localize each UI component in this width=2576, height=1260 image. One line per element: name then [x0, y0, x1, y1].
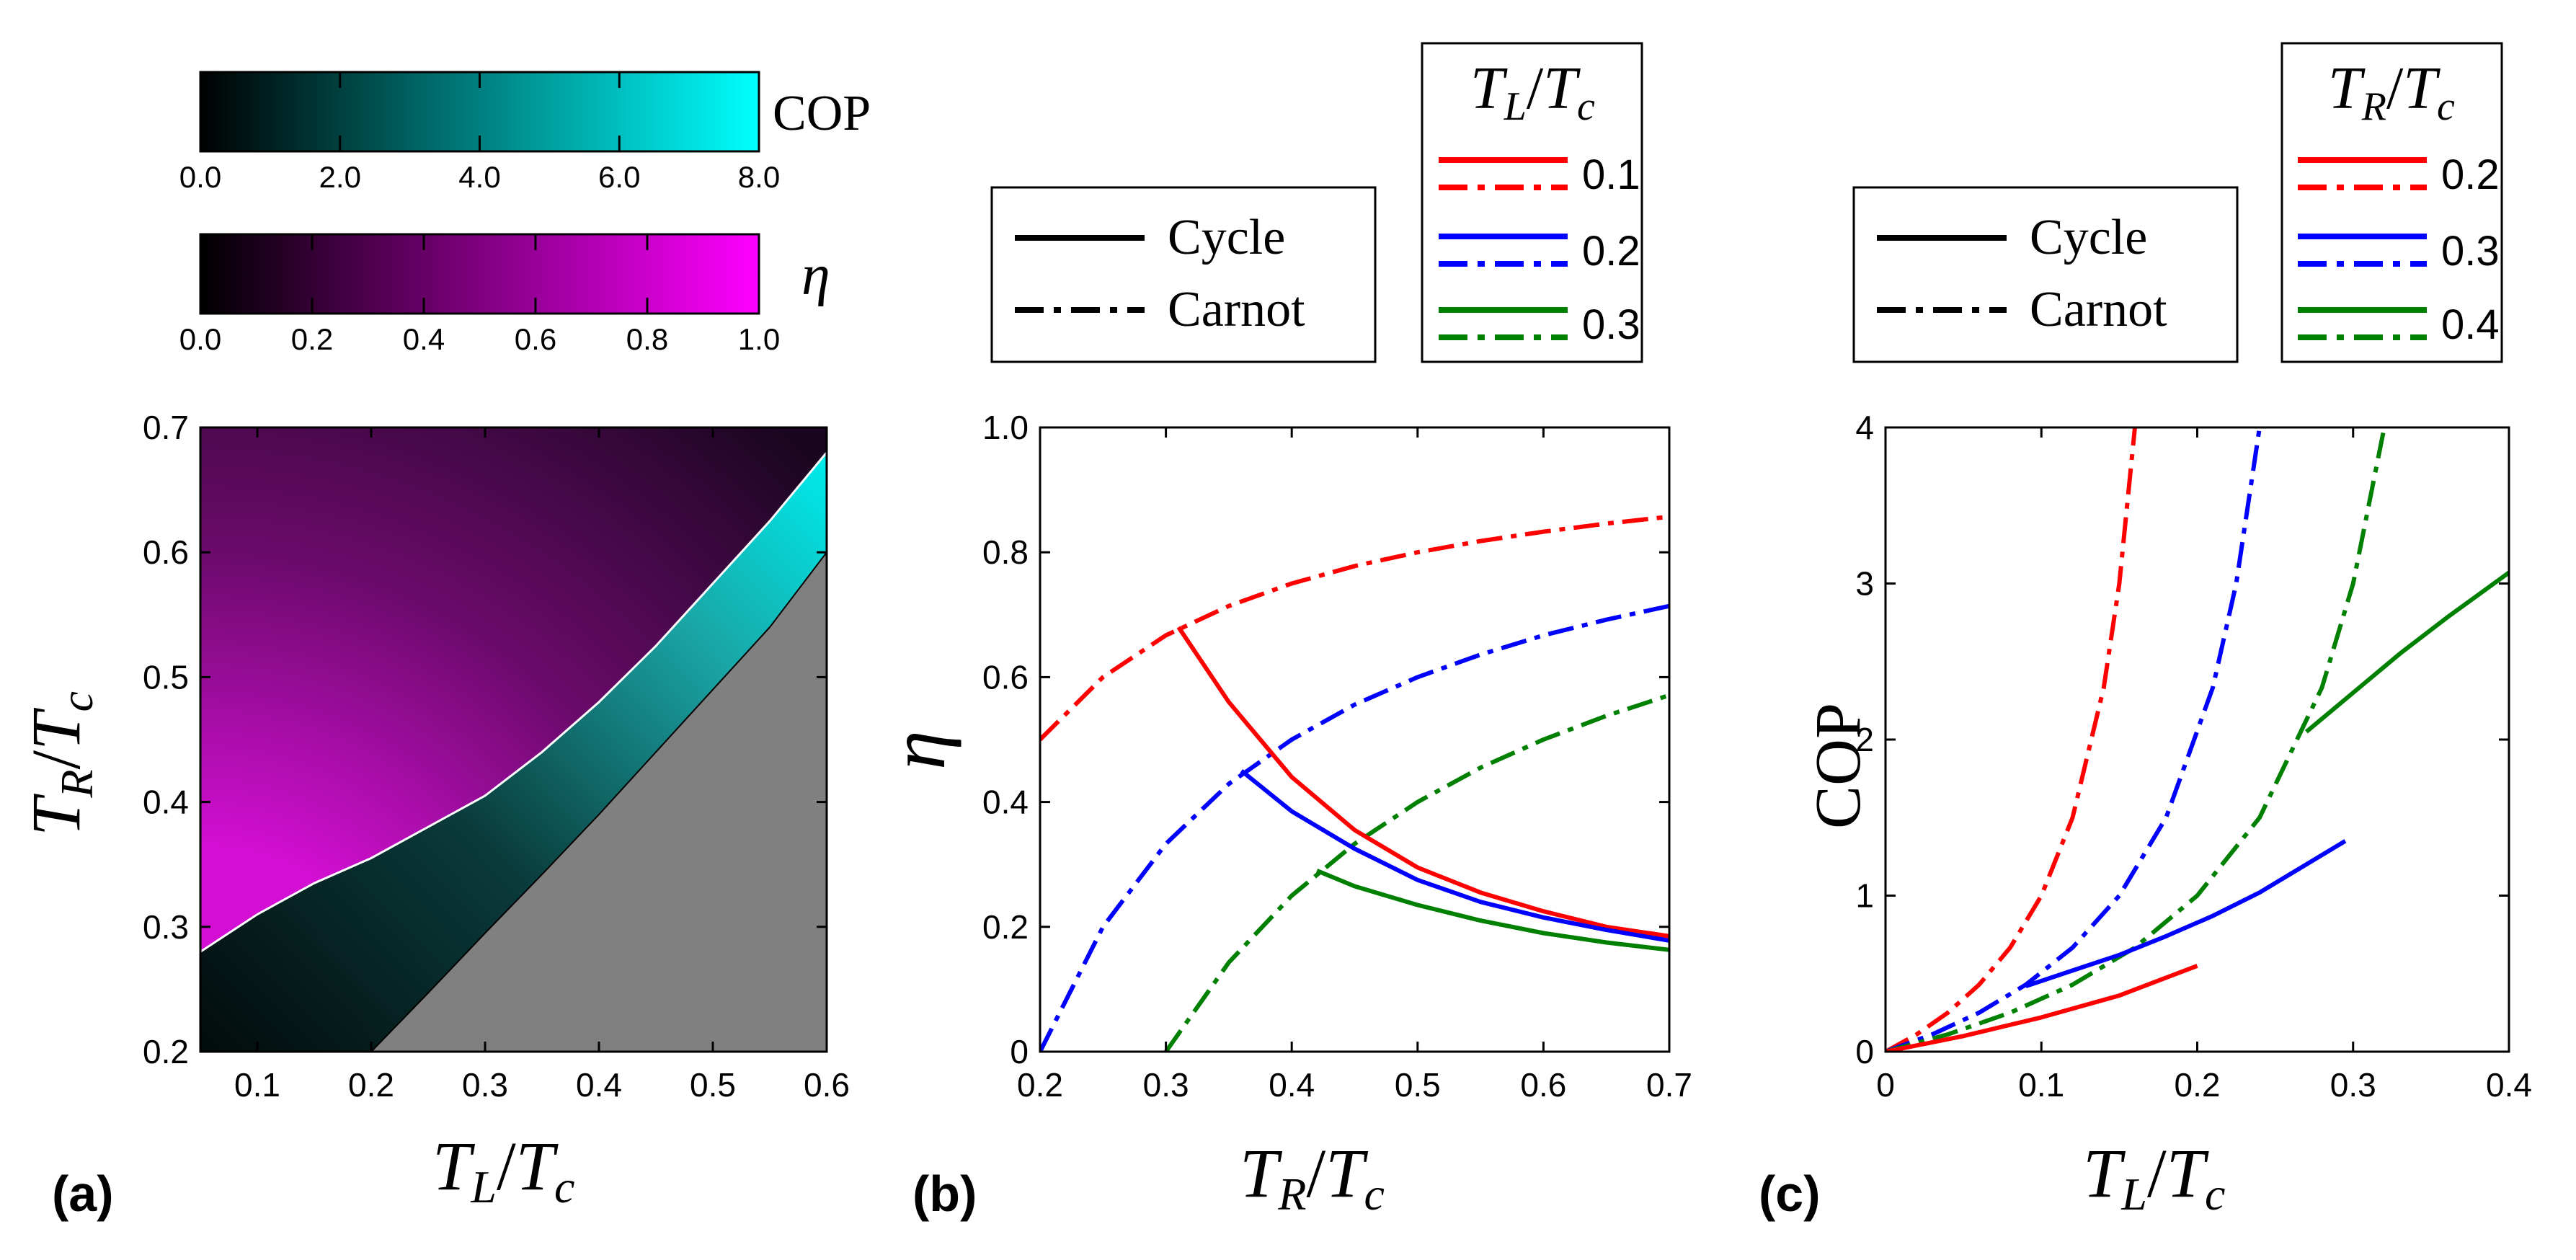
series-line-c-0 [1886, 427, 2137, 1052]
y-tick-label-a-0: 0.2 [143, 1033, 189, 1070]
axis-label-a-x: TL/Tc [432, 1127, 574, 1212]
colorbar-eta: 0.0 0.2 0.4 0.6 0.8 1.0 η [179, 233, 830, 356]
colorbar-cop: 0.0 2.0 4.0 6.0 8.0 COP [179, 71, 871, 194]
colorbar-eta-label: η [801, 244, 830, 307]
panel-label-c: (c) [1759, 1166, 1821, 1222]
panel-label-a: (a) [52, 1166, 114, 1222]
x-tick-label-c-3: 0.3 [2330, 1066, 2376, 1104]
y-tick-label-b-1: 0.2 [982, 908, 1029, 946]
axis-label-c-y: COP [1803, 703, 1874, 829]
series-line-c-4 [2025, 839, 2347, 988]
colorbar-tick-label-cbEtaTicks-2: 0.4 [403, 322, 445, 356]
svg-text:TL/Tc: TL/Tc [432, 1127, 574, 1212]
legend-style-c: Cycle Carnot [1852, 186, 2239, 363]
y-tick-label-b-0: 0 [1010, 1033, 1029, 1070]
legend-entry-c-2: 0.4 [2441, 301, 2500, 348]
legend-style-b: Cycle Carnot [990, 186, 1377, 363]
x-tick-label-a-0: 0.1 [234, 1066, 280, 1104]
colorbar-tick-label-cbCopTicks-4: 8.0 [738, 160, 780, 194]
x-tick-label-b-5: 0.7 [1646, 1066, 1692, 1104]
y-tick-label-a-3: 0.5 [143, 658, 189, 696]
y-tick-label-a-4: 0.6 [143, 533, 189, 571]
svg-text:TR/Tc: TR/Tc [1240, 1135, 1385, 1220]
x-tick-label-c-1: 0.1 [2018, 1066, 2064, 1104]
series-line-b-2 [1164, 693, 1669, 1052]
y-tick-label-b-4: 0.8 [982, 533, 1029, 571]
x-tick-label-a-1: 0.2 [348, 1066, 394, 1104]
series-line-b-4 [1240, 768, 1669, 943]
x-tick-label-a-2: 0.3 [462, 1066, 508, 1104]
eta-boundary-line [200, 451, 827, 953]
x-tick-label-a-5: 0.6 [804, 1066, 850, 1104]
colorbar-tick-label-cbEtaTicks-1: 0.2 [291, 322, 333, 356]
legend-carnot-label-c: Carnot [2030, 282, 2167, 337]
series-line-c-3 [1886, 964, 2198, 1052]
legend-cycle-label: Cycle [1168, 210, 1285, 265]
legend-title-c: TR/Tc [2328, 55, 2455, 129]
panel-label-b: (b) [912, 1166, 977, 1222]
svg-text:TR/Tc: TR/Tc [17, 691, 102, 836]
colorbar-tick-label-cbEtaTicks-5: 1.0 [738, 322, 780, 356]
legend-cycle-label-c: Cycle [2030, 210, 2147, 265]
legend-carnot-label: Carnot [1168, 282, 1305, 337]
series-line-c-2 [1886, 427, 2386, 1052]
plot-b [1039, 426, 1671, 1053]
axis-label-b-x: TR/Tc [1240, 1135, 1385, 1220]
colorbar-tick-label-cbEtaTicks-0: 0.0 [179, 322, 221, 356]
legend-entry-c-0: 0.2 [2441, 151, 2500, 198]
y-tick-label-a-5: 0.7 [143, 409, 189, 446]
heatmap-a [199, 426, 828, 1053]
y-tick-label-c-4: 4 [1855, 409, 1874, 446]
plot-c [1884, 426, 2510, 1053]
colorbar-tick-label-cbEtaTicks-4: 0.8 [626, 322, 668, 356]
svg-text:TL/Tc: TL/Tc [2083, 1135, 2225, 1220]
y-tick-label-b-5: 1.0 [982, 409, 1029, 446]
x-tick-label-a-4: 0.5 [690, 1066, 736, 1104]
x-tick-label-b-2: 0.4 [1269, 1066, 1315, 1104]
colorbar-tick-label-cbEtaTicks-3: 0.6 [515, 322, 556, 356]
x-tick-label-c-2: 0.2 [2175, 1066, 2221, 1104]
x-tick-label-c-0: 0 [1876, 1066, 1895, 1104]
series-line-c-1 [1886, 427, 2262, 1052]
x-tick-label-a-3: 0.4 [576, 1066, 622, 1104]
legend-entry-c-1: 0.3 [2441, 228, 2500, 275]
colorbar-tick-label-cbCopTicks-0: 0.0 [179, 160, 221, 194]
legend-entry-b-0: 0.1 [1582, 151, 1640, 198]
x-tick-label-b-3: 0.5 [1395, 1066, 1441, 1104]
y-tick-label-a-1: 0.3 [143, 908, 189, 946]
x-tick-label-b-0: 0.2 [1017, 1066, 1063, 1104]
colorbar-tick-label-cbCopTicks-2: 4.0 [458, 160, 500, 194]
series-line-b-0 [1040, 514, 1669, 742]
legend-color-c: TR/Tc 0.2 0.3 0.4 [2280, 42, 2503, 363]
series-line-b-3 [1176, 626, 1669, 939]
y-tick-label-c-0: 0 [1855, 1033, 1874, 1070]
axis-label-a-y: TR/Tc [17, 691, 102, 836]
y-tick-label-c-1: 1 [1855, 877, 1874, 915]
y-tick-label-c-2: 2 [1855, 721, 1874, 758]
legend-color-b: TL/Tc 0.1 0.2 0.3 [1421, 42, 1643, 363]
colorbar-tick-label-cbCopTicks-1: 2.0 [319, 160, 361, 194]
y-tick-label-b-3: 0.6 [982, 658, 1029, 696]
no-operation-region [371, 552, 827, 1052]
x-tick-label-b-1: 0.3 [1143, 1066, 1189, 1104]
axis-label-b-y: η [874, 730, 961, 770]
legend-entry-b-2: 0.3 [1582, 301, 1640, 348]
y-tick-label-b-2: 0.4 [982, 784, 1029, 821]
axis-label-c-x: TL/Tc [2083, 1135, 2225, 1220]
y-tick-label-c-3: 3 [1855, 565, 1874, 603]
x-tick-label-b-4: 0.6 [1520, 1066, 1566, 1104]
x-tick-label-c-4: 0.4 [2486, 1066, 2532, 1104]
legend-title-b: TL/Tc [1470, 55, 1595, 129]
gray-boundary-line [370, 551, 827, 1052]
colorbar-tick-label-cbCopTicks-3: 6.0 [598, 160, 640, 194]
series-line-c-5 [2304, 570, 2509, 734]
series-line-b-5 [1315, 869, 1669, 952]
y-tick-label-a-2: 0.4 [143, 784, 189, 821]
series-line-b-1 [1040, 603, 1669, 1052]
colorbar-cop-label: COP [773, 86, 871, 141]
legend-entry-b-1: 0.2 [1582, 228, 1640, 275]
